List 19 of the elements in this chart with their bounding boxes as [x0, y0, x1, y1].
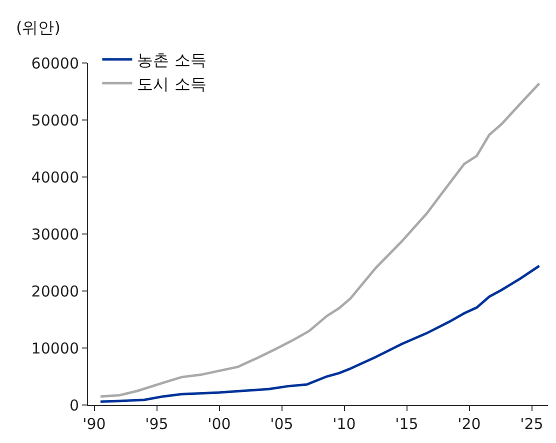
- legend-label: 농촌 소득: [137, 50, 206, 70]
- x-tick-label: '20: [458, 415, 481, 433]
- line-series: [99, 264, 540, 403]
- x-tick-label: '15: [395, 415, 418, 433]
- x-tick-label: '95: [145, 415, 168, 433]
- x-tick-label: '90: [82, 415, 106, 433]
- y-tick-label: 20000: [31, 282, 79, 300]
- y-tick-label: 60000: [31, 54, 79, 72]
- y-tick-label: 10000: [31, 339, 79, 358]
- x-tick-label: '10: [332, 415, 356, 433]
- y-tick-label: 40000: [31, 168, 79, 186]
- y-tick-label: 30000: [31, 225, 79, 244]
- y-axis-title: (위안): [16, 18, 60, 37]
- y-tick-label: 50000: [31, 111, 79, 130]
- x-tick-label: '25: [520, 415, 544, 433]
- y-tick-label: 0: [69, 396, 79, 414]
- x-tick-label: '05: [270, 415, 294, 433]
- x-tick-label: '00: [208, 415, 231, 433]
- legend-label: 도시 소득: [137, 74, 206, 94]
